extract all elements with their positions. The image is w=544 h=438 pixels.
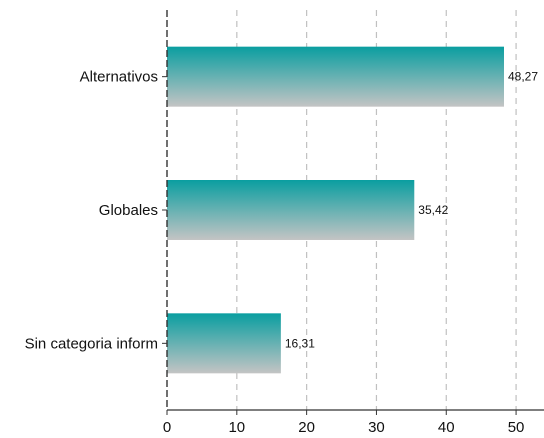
bar-1 [167,180,415,240]
bar-0 [167,46,504,107]
category-label-0: Alternativos [80,69,158,86]
x-tick-label-1: 10 [228,419,245,436]
category-label-1: Globales [99,202,158,219]
data-label-0: 48,27 [508,70,538,84]
x-tick-label-0: 0 [163,419,171,436]
x-tick-label-5: 50 [508,419,525,436]
labels: 48,27 Alternativos 35,42 Globales 16,31 Sin c… [25,69,539,436]
category-label-2: Sin categoria inform [25,335,158,352]
data-label-1: 35,42 [418,203,448,217]
x-tick-label-4: 40 [438,419,455,436]
bars [167,46,504,374]
x-tick-label-3: 30 [368,419,385,436]
axes [162,10,544,415]
x-tick-label-2: 20 [298,419,315,436]
bar-2 [167,313,281,374]
data-label-2: 16,31 [285,336,315,350]
